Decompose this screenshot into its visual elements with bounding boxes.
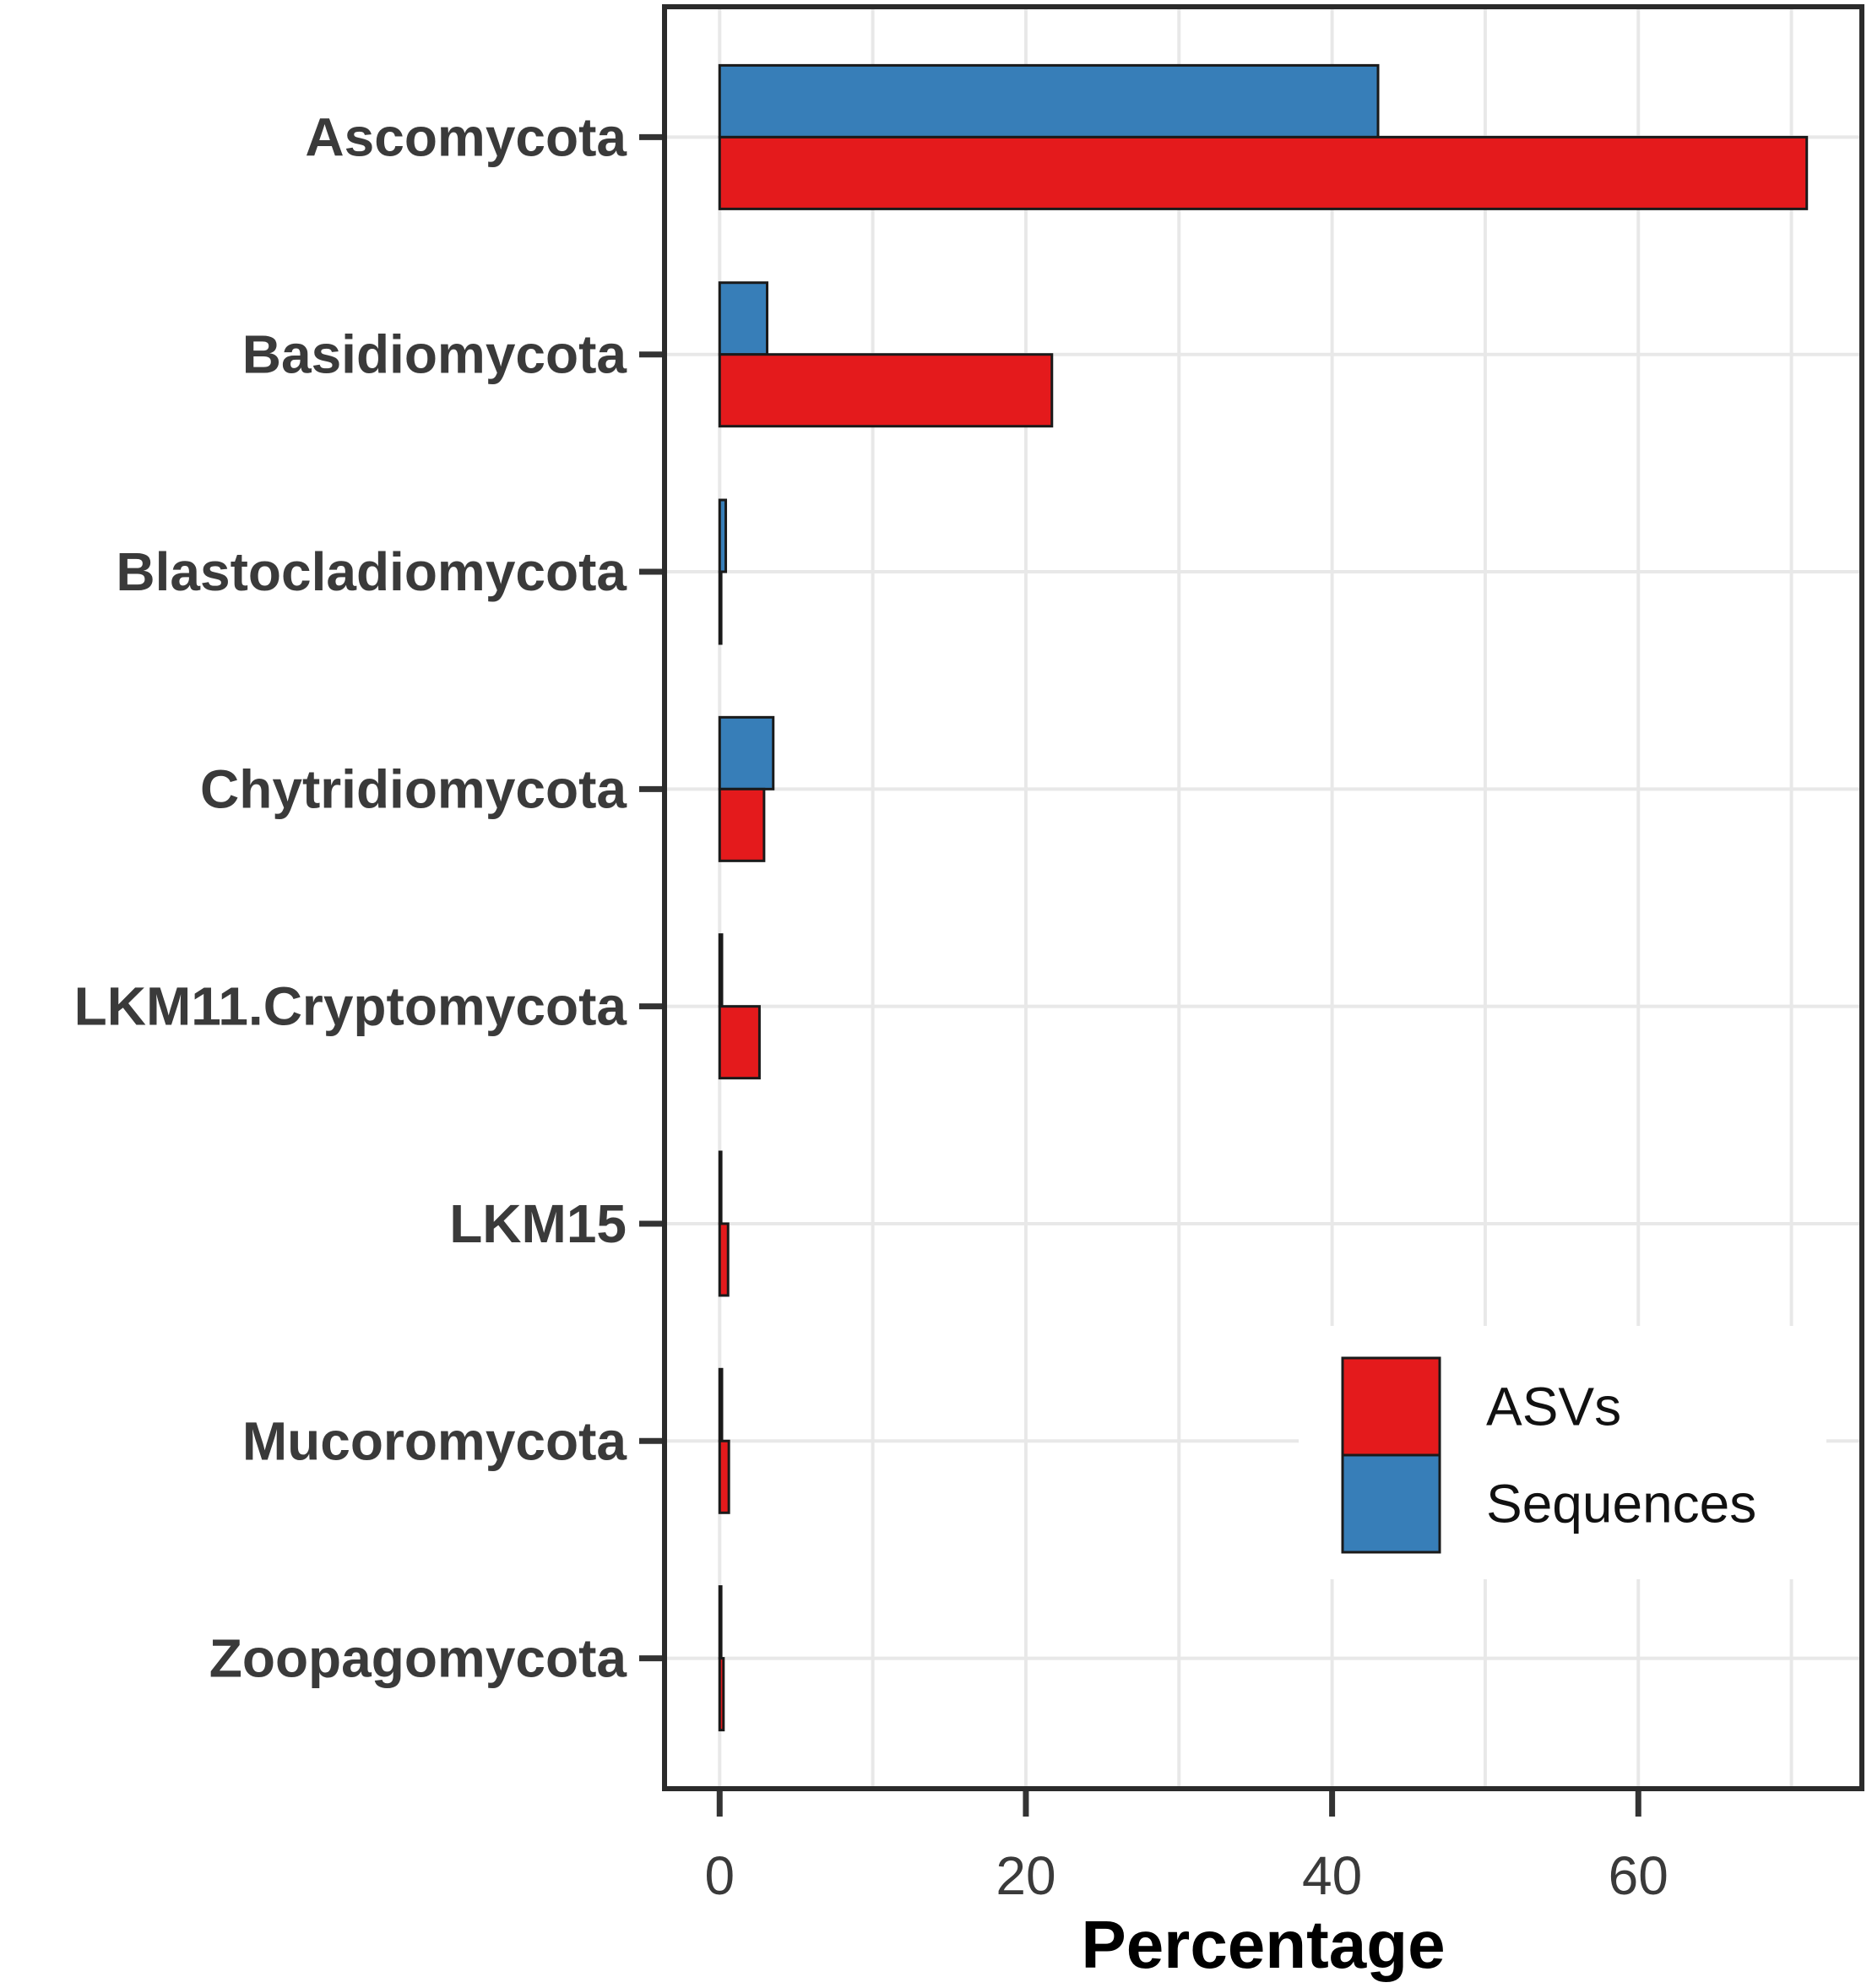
bar-asvs-chytridiomycota (718, 787, 766, 862)
legend-key-sequences (1341, 1453, 1441, 1554)
x-tick-label: 20 (996, 1845, 1055, 1906)
bar-asvs-mucoromycota (718, 1439, 730, 1514)
bar-sequences-ascomycota (718, 63, 1380, 139)
y-axis-label-lkm15: LKM15 (449, 1193, 627, 1254)
bar-sequences-lkm11-cryptomycota (718, 933, 724, 1008)
y-axis-label-mucoromycota: Mucoromycota (242, 1410, 627, 1471)
legend-label-sequences: Sequences (1486, 1474, 1756, 1534)
bar-asvs-ascomycota (718, 135, 1809, 210)
bar-asvs-zoopagomycota (718, 1657, 725, 1732)
bar-sequences-basidiomycota (718, 281, 768, 356)
y-axis-label-ascomycota: Ascomycota (305, 106, 627, 167)
x-tick-label: 60 (1609, 1845, 1669, 1906)
y-axis-label-chytridiomycota: Chytridiomycota (200, 758, 627, 819)
y-axis-label-lkm11-cryptomycota: LKM11.Cryptomycota (74, 976, 627, 1037)
bar-asvs-blastocladiomycota (718, 570, 723, 645)
bar-asvs-basidiomycota (718, 353, 1054, 428)
bar-asvs-lkm11-cryptomycota (718, 1005, 761, 1080)
panel-border (662, 4, 1864, 1791)
x-tick-label: 0 (704, 1845, 735, 1906)
y-axis-label-basidiomycota: Basidiomycota (242, 324, 627, 385)
x-tick-label: 40 (1302, 1845, 1362, 1906)
bar-sequences-zoopagomycota (718, 1585, 723, 1660)
bar-sequences-blastocladiomycota (718, 498, 728, 573)
bar-sequences-lkm15 (718, 1150, 723, 1225)
y-axis-label-zoopagomycota: Zoopagomycota (209, 1628, 627, 1689)
legend-key-asvs (1341, 1356, 1441, 1457)
bar-asvs-lkm15 (718, 1222, 730, 1297)
y-axis-label-blastocladiomycota: Blastocladiomycota (116, 541, 627, 602)
bar-sequences-mucoromycota (718, 1367, 724, 1442)
x-axis-title: Percentage (1081, 1907, 1445, 1982)
legend-label-asvs: ASVs (1486, 1377, 1621, 1437)
bar-sequences-chytridiomycota (718, 715, 775, 790)
